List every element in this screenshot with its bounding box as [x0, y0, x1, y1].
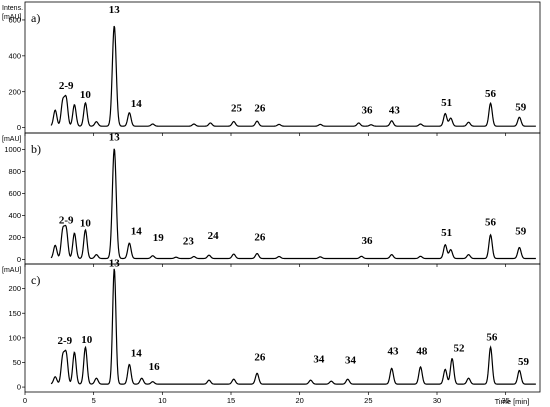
peak-label: 56 [486, 331, 498, 343]
y-tick-label: 50 [13, 358, 21, 367]
panel-frame [24, 1, 541, 134]
peak-label: 59 [518, 356, 530, 368]
peak-label: 48 [416, 346, 428, 358]
chromatogram-trace [50, 25, 536, 127]
peak-label: 26 [254, 351, 266, 363]
chromatogram-trace [50, 268, 536, 385]
y-tick-label: 200 [8, 284, 21, 293]
x-tick-label: 30 [433, 396, 441, 405]
peak-label: 51 [441, 97, 452, 109]
peak-label: 23 [183, 236, 195, 248]
peak-label: 10 [81, 334, 93, 346]
peak-label: 14 [131, 348, 143, 360]
peak-label: 59 [515, 225, 527, 237]
peak-label: 13 [109, 132, 121, 144]
peak-label: 25 [231, 102, 243, 114]
peak-label: 52 [453, 343, 465, 355]
peak-label: 26 [254, 102, 266, 114]
y-axis-label: Intens. [2, 5, 23, 12]
peak-label: 10 [80, 89, 92, 101]
x-tick-label: 10 [158, 396, 166, 405]
y-tick-label: 1000 [4, 145, 21, 154]
peak-label: 19 [153, 232, 165, 244]
peak-label: 43 [388, 346, 400, 358]
y-tick-label: 600 [8, 189, 21, 198]
y-tick-label: 100 [8, 333, 21, 342]
chromatogram-panel: [mAU] 0 50 100 150 200 0 5 10 15 20 25 30 35 c) 2-9 10 13… [2, 257, 541, 405]
peak-label: 36 [361, 104, 373, 116]
x-axis-label: Time [min] [495, 397, 530, 406]
panel-label: a) [31, 11, 40, 25]
y-tick-label: 400 [8, 51, 21, 60]
x-tick-label: 35 [501, 396, 509, 405]
y-tick-label: 800 [8, 167, 21, 176]
y-tick-label: 600 [8, 16, 21, 25]
peak-label: 14 [131, 225, 143, 237]
panel-frame [24, 263, 541, 393]
peak-label: 2-9 [57, 335, 72, 347]
y-axis-unit: [mAU] [2, 136, 22, 143]
peak-label: 56 [485, 216, 497, 228]
x-tick-label: 20 [295, 396, 303, 405]
x-tick-label: 0 [23, 396, 27, 405]
peak-label: 2-9 [59, 214, 74, 226]
peak-label: 59 [515, 102, 527, 114]
y-axis-unit: [mAU] [2, 14, 22, 21]
peak-label: 36 [361, 235, 373, 247]
peak-label: 10 [80, 218, 92, 230]
x-tick-label: 25 [364, 396, 372, 405]
peak-label: 56 [485, 88, 497, 100]
peak-label: 14 [131, 98, 143, 110]
chromatogram-panel: Intens. [mAU] 0 200 400 600 a) 2-9 10 13 14 25 26 36 4… [2, 1, 541, 136]
peak-label: 13 [109, 4, 121, 16]
panel-label: b) [31, 142, 41, 156]
peak-label: 51 [441, 227, 452, 239]
y-tick-label: 200 [8, 233, 21, 242]
panel-label: c) [31, 273, 40, 287]
peak-label: 26 [254, 231, 266, 243]
peak-label: 24 [208, 230, 220, 242]
y-tick-label: 150 [8, 309, 21, 318]
y-tick-label: 0 [17, 255, 21, 264]
chromatogram-panel: [mAU] 0 200 400 600 800 1000 b) 2-9 10 13 14 19 23 24 2… [2, 132, 541, 267]
peak-label: 34 [313, 353, 325, 365]
panel-frame [24, 132, 541, 265]
peak-label: 16 [149, 361, 161, 373]
y-tick-label: 200 [8, 87, 21, 96]
x-tick-label: 5 [92, 396, 96, 405]
y-axis-unit: [mAU] [2, 267, 22, 274]
chromatogram-trace [50, 148, 536, 260]
peak-label: 13 [109, 257, 121, 269]
x-tick-label: 15 [227, 396, 235, 405]
peak-label: 2-9 [59, 80, 74, 92]
y-tick-label: 0 [17, 123, 21, 132]
peak-label: 34 [345, 354, 357, 366]
y-tick-label: 0 [17, 383, 21, 392]
peak-label: 43 [389, 104, 401, 116]
y-tick-label: 400 [8, 211, 21, 220]
